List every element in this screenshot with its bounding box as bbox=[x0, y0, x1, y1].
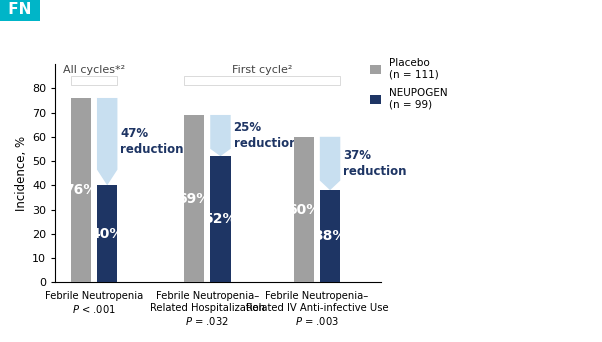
Y-axis label: Incidence, %: Incidence, % bbox=[15, 136, 28, 211]
Text: 69%: 69% bbox=[178, 192, 211, 206]
FancyBboxPatch shape bbox=[184, 76, 340, 84]
Text: All cycles*²: All cycles*² bbox=[63, 65, 125, 75]
Polygon shape bbox=[97, 98, 117, 185]
Bar bbox=[210, 156, 231, 282]
Text: 52%: 52% bbox=[203, 212, 237, 226]
Bar bbox=[184, 115, 205, 282]
Text: 37%
reduction: 37% reduction bbox=[343, 149, 407, 178]
Text: 47%
reduction: 47% reduction bbox=[120, 127, 184, 156]
Bar bbox=[70, 98, 91, 282]
Text: First cycle²: First cycle² bbox=[232, 65, 293, 75]
Text: 76%: 76% bbox=[64, 183, 98, 197]
FancyBboxPatch shape bbox=[70, 76, 117, 84]
Text: FN: FN bbox=[3, 2, 37, 17]
Bar bbox=[294, 137, 314, 282]
Legend: Placebo
(n = 111), NEUPOGEN
(n = 99): Placebo (n = 111), NEUPOGEN (n = 99) bbox=[370, 58, 448, 110]
Bar bbox=[97, 185, 117, 282]
Polygon shape bbox=[320, 137, 340, 190]
Text: 25%
reduction: 25% reduction bbox=[234, 121, 297, 150]
Polygon shape bbox=[210, 115, 231, 156]
Text: 38%: 38% bbox=[314, 229, 347, 243]
Text: 60%: 60% bbox=[287, 202, 320, 216]
Bar bbox=[320, 190, 340, 282]
Text: 40%: 40% bbox=[90, 227, 124, 241]
